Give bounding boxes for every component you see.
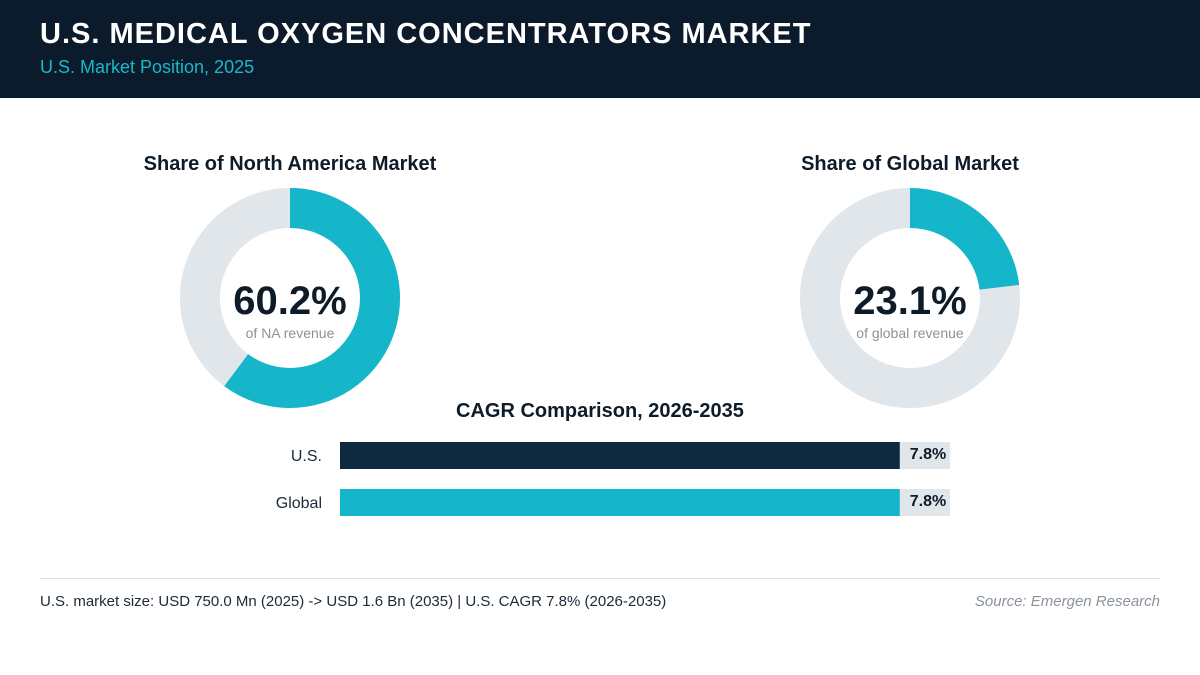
cagr-value-label-us: 7.8% <box>910 446 946 463</box>
footer-source: Source: Emergen Research <box>974 593 1160 610</box>
na-donut-title: Share of North America Market <box>144 153 437 175</box>
na-donut-caption: of NA revenue <box>246 325 335 341</box>
cagr-bar-row-us: U.S. 7.8% <box>291 442 950 469</box>
footer-divider <box>40 578 1160 579</box>
cagr-category-label-global: Global <box>276 495 322 512</box>
cagr-value-label-global: 7.8% <box>910 493 946 510</box>
footer-note: U.S. market size: USD 750.0 Mn (2025) ->… <box>40 593 667 610</box>
global-donut-title: Share of Global Market <box>801 153 1019 175</box>
cagr-bar-us <box>340 442 900 469</box>
na-donut-value: 60.2% <box>233 279 346 323</box>
global-share-donut: 23.1% of global revenue <box>800 188 1020 408</box>
header-banner: U.S. MEDICAL OXYGEN CONCENTRATORS MARKET… <box>0 0 1200 98</box>
page-subtitle: U.S. Market Position, 2025 <box>40 57 255 77</box>
na-donut-arc <box>224 188 400 408</box>
global-donut-arc <box>909 188 1020 291</box>
na-share-donut: 60.2% of NA revenue <box>180 188 400 408</box>
cagr-category-label-us: U.S. <box>291 448 322 465</box>
page-title: U.S. MEDICAL OXYGEN CONCENTRATORS MARKET <box>40 18 812 50</box>
global-donut-value: 23.1% <box>853 279 966 323</box>
global-donut-caption: of global revenue <box>856 325 964 341</box>
cagr-bar-row-global: Global 7.8% <box>276 489 950 516</box>
cagr-chart-title: CAGR Comparison, 2026-2035 <box>456 400 744 422</box>
cagr-bar-global <box>340 489 900 516</box>
